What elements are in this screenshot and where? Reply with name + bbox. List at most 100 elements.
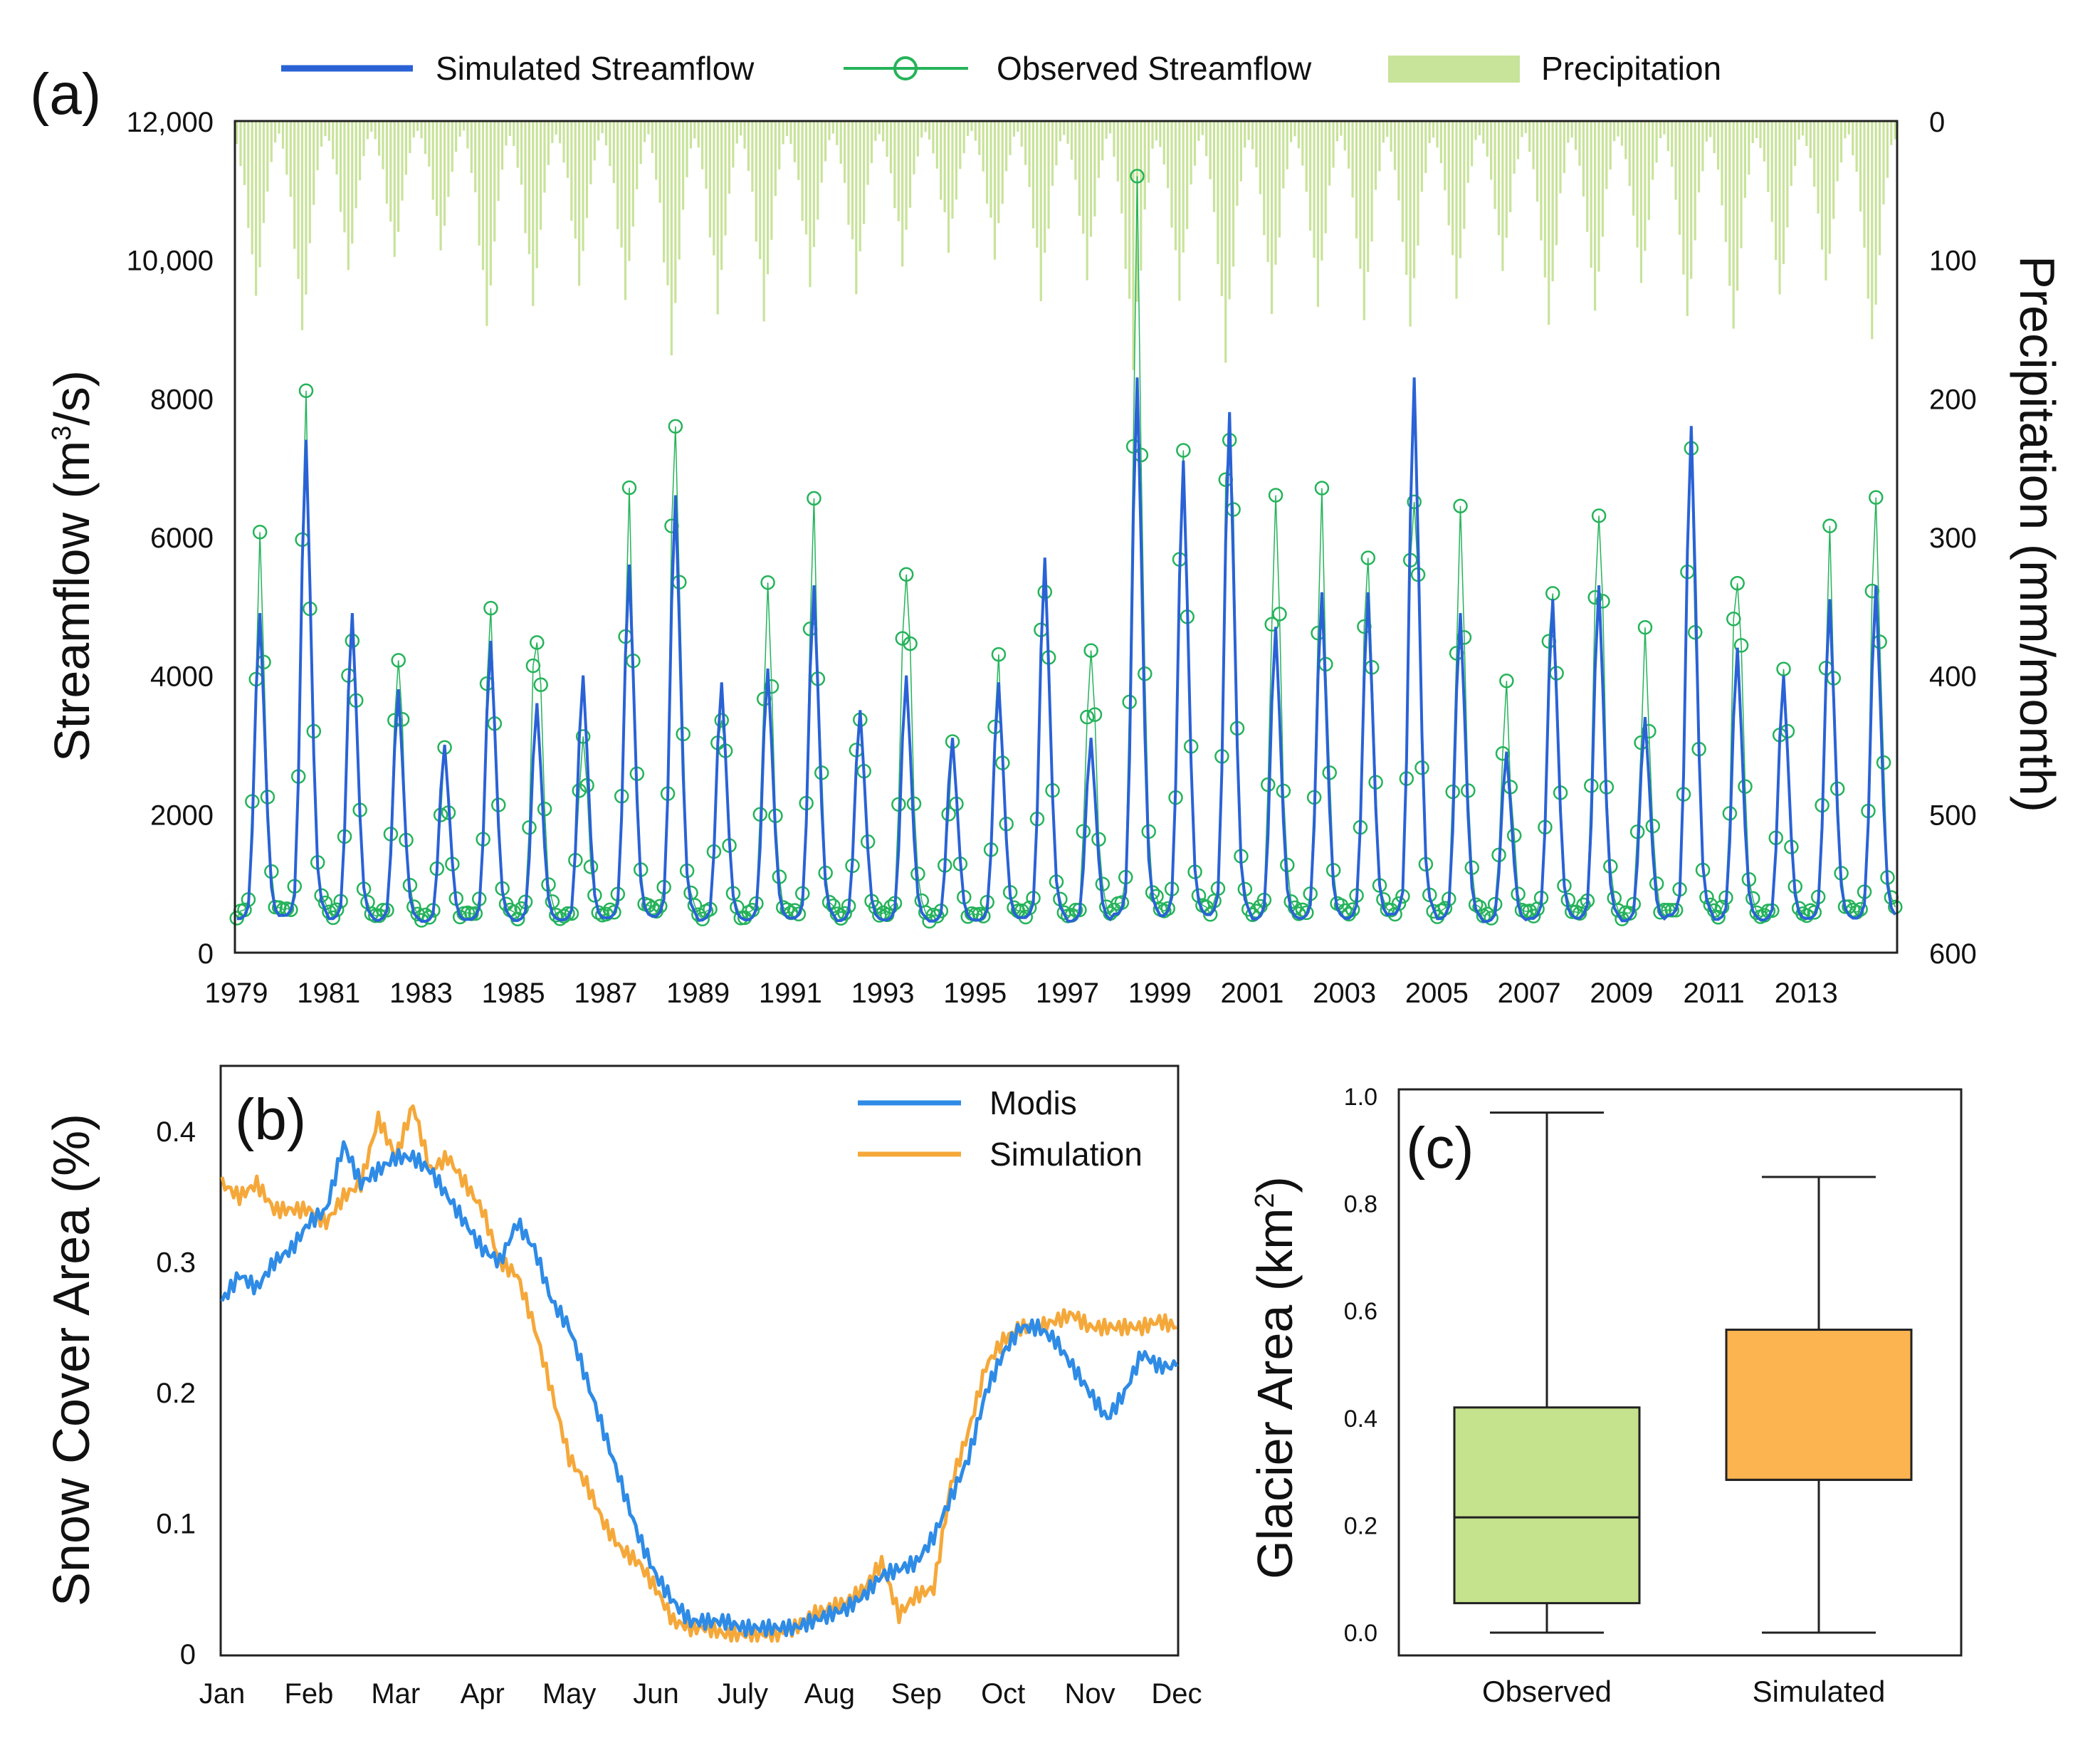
x-tick-label: Mar (371, 1678, 420, 1710)
observed-streamflow-point (560, 906, 575, 921)
y2-tick-label: 600 (1929, 938, 1977, 970)
precip-bar (1128, 121, 1131, 299)
precip-bar (1289, 121, 1293, 142)
precip-bar (1624, 121, 1627, 159)
precip-bar (1012, 121, 1016, 137)
precip-bar (782, 121, 784, 145)
precip-bar (1082, 121, 1085, 234)
observed-streamflow-line (236, 176, 1896, 923)
precip-bar (658, 121, 661, 203)
precip-bar (332, 121, 335, 159)
precip-bar (859, 121, 861, 252)
precip-bar (1543, 121, 1546, 278)
x-tick-label: Simulated (1753, 1675, 1886, 1708)
precip-bar (1316, 121, 1320, 307)
precip-bar (1882, 121, 1885, 205)
y-tick-label: 6000 (150, 523, 214, 554)
x-tick-label: 1985 (482, 978, 545, 1009)
observed-streamflow-point (483, 600, 498, 616)
precip-bar (678, 121, 681, 260)
precip-bar (1548, 121, 1550, 325)
precip-bar (1732, 121, 1735, 329)
precip-bar (1820, 121, 1824, 250)
panel-c-ylabel: Glacier Area (km2) (1247, 1176, 1303, 1579)
simulated-streamflow-line (236, 377, 1897, 923)
precip-bar (1786, 121, 1789, 228)
precip-bar (516, 121, 519, 168)
precip-bar (1097, 121, 1100, 178)
precip-bar (1582, 121, 1585, 197)
precip-bar (1678, 121, 1681, 235)
observed-streamflow-point (1484, 911, 1499, 926)
observed-streamflow-point (1499, 674, 1514, 689)
precip-bar (362, 121, 365, 157)
precip-bar (239, 121, 242, 167)
precip-bar (1070, 121, 1073, 160)
precip-bar (1775, 121, 1778, 261)
panel-a-ylabel: Streamflow (m3/s) (44, 370, 100, 762)
precip-bar (1024, 121, 1027, 165)
precip-bar (393, 121, 396, 257)
precip-bar (1751, 121, 1754, 143)
precip-bar (1197, 121, 1200, 141)
precip-bar (1212, 121, 1216, 212)
precip-bar (1393, 121, 1397, 170)
precip-bar (855, 121, 858, 295)
precip-bar (543, 121, 546, 193)
x-tick-label: Apr (461, 1678, 505, 1710)
precip-bar (308, 121, 311, 244)
precip-bar (1535, 121, 1539, 202)
precip-bar (789, 121, 792, 145)
observed-streamflow-point (664, 518, 679, 533)
precip-bar (1759, 121, 1762, 148)
precip-bar (597, 121, 600, 141)
precip-bar (651, 121, 653, 153)
precip-bar (1471, 121, 1474, 167)
precip-bar (547, 121, 550, 165)
precip-bar (1409, 121, 1412, 327)
precip-bar (1609, 121, 1612, 170)
precip-bar (1367, 121, 1370, 272)
panel-a: (a) Simulated Streamflow Observed Stream… (30, 50, 2065, 1009)
precip-bar (1186, 121, 1189, 229)
precip-bar (366, 121, 369, 140)
y-tick-label: 2000 (150, 800, 214, 831)
precip-bar (1682, 121, 1685, 275)
observed-streamflow-point (1268, 488, 1283, 503)
precip-bar (532, 121, 535, 306)
observed-streamflow-point (1130, 169, 1145, 184)
precip-bar (693, 121, 696, 139)
precip-bar (620, 121, 623, 248)
observed-streamflow-point (764, 679, 779, 694)
precip-bar (666, 121, 669, 286)
precip-bar (1432, 121, 1435, 138)
precip-bar (243, 121, 246, 185)
precip-bar (1755, 121, 1758, 139)
precip-bar (289, 121, 292, 197)
precip-bar (974, 121, 977, 141)
precip-bar (1274, 121, 1277, 265)
precip-bar (1847, 121, 1850, 135)
precip-bar (839, 121, 842, 164)
x-tick-label: Jan (199, 1678, 246, 1710)
precip-bar (324, 121, 327, 137)
y2-tick-label: 300 (1929, 523, 1977, 554)
precip-bar (585, 121, 589, 219)
precip-bar (1844, 121, 1847, 139)
observed-streamflow-point (760, 575, 775, 590)
precip-bar (389, 121, 392, 222)
precip-bar (1605, 121, 1608, 189)
precip-bar (689, 121, 693, 149)
precip-bar (255, 121, 258, 296)
precip-bar (943, 121, 946, 213)
precip-bar (1155, 121, 1158, 141)
precip-bar (728, 121, 731, 194)
panel-a-legend: Simulated Streamflow Observed Streamflow… (281, 50, 1721, 87)
precip-bar (908, 121, 912, 208)
precip-bar (1852, 121, 1854, 156)
precip-bar (916, 121, 919, 157)
observed-streamflow-point (1149, 889, 1164, 904)
precip-bar (428, 121, 431, 167)
observed-streamflow-point (252, 524, 268, 540)
